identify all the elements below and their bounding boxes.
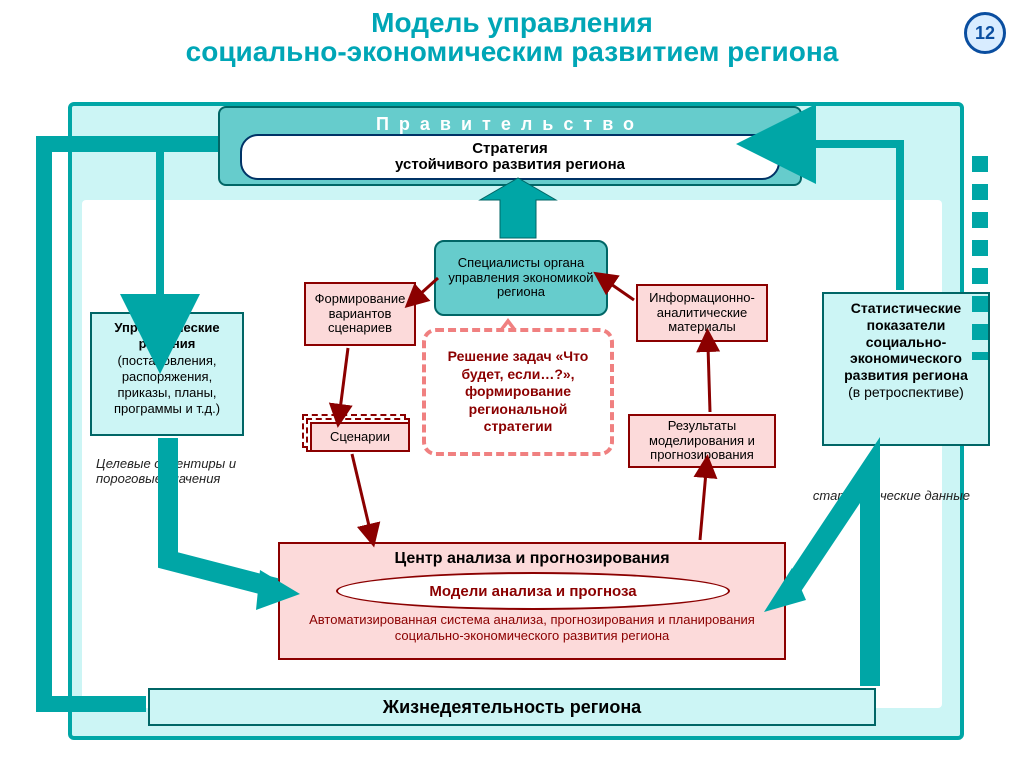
specialists-box: Специалисты органа управления экономикой…	[434, 240, 608, 316]
oval-label: Модели анализа и прогноза	[429, 583, 636, 600]
mgmt-bold: Управленческие решения	[114, 320, 219, 351]
models-oval: Модели анализа и прогноза	[336, 572, 730, 610]
forming-box: Формирование вариантов сценариев	[304, 282, 416, 346]
title-line2: социально-экономическим развитием регион…	[186, 36, 839, 67]
note-left: Целевые ориентиры и пороговые значения	[96, 456, 246, 486]
center-title: Центр анализа и прогнозирования	[280, 550, 784, 568]
forming-label: Формирование вариантов сценариев	[306, 292, 414, 337]
scenarios-label: Сценарии	[330, 430, 390, 445]
info-label: Информационно-аналитические материалы	[638, 291, 766, 336]
strategy-box: Стратегия устойчивого развития региона	[240, 134, 780, 180]
life-label: Жизнедеятельность региона	[383, 697, 641, 718]
statistics-box: Статистические показатели социально-экон…	[822, 292, 990, 446]
page-title: Модель управления социально-экономически…	[0, 8, 1024, 67]
results-box: Результаты моделирования и прогнозирован…	[628, 414, 776, 468]
bubble-text: Решение задач «Что будет, если…?», форми…	[436, 348, 600, 436]
title-line1: Модель управления	[371, 7, 653, 38]
scenarios-box: Сценарии	[310, 422, 410, 452]
note-right: статистические данные	[800, 488, 970, 503]
center-subtitle: Автоматизированная система анализа, прог…	[290, 612, 774, 643]
info-box: Информационно-аналитические материалы	[636, 284, 768, 342]
stat-rest: (в ретроспективе)	[848, 384, 964, 400]
government-label: Правительство	[220, 114, 800, 135]
results-label: Результаты моделирования и прогнозирован…	[630, 419, 774, 464]
page-number-badge: 12	[964, 12, 1006, 54]
management-decisions-box: Управленческие решения (постановления, р…	[90, 312, 244, 436]
strategy-label: Стратегия устойчивого развития региона	[395, 141, 625, 174]
mgmt-rest: (постановления, распоряжения, приказы, п…	[114, 353, 220, 417]
center-bubble: Решение задач «Что будет, если…?», форми…	[422, 328, 614, 456]
stat-bold: Статистические показатели социально-экон…	[844, 300, 968, 383]
specialists-label: Специалисты органа управления экономикой…	[436, 256, 606, 301]
life-activity-box: Жизнедеятельность региона	[148, 688, 876, 726]
